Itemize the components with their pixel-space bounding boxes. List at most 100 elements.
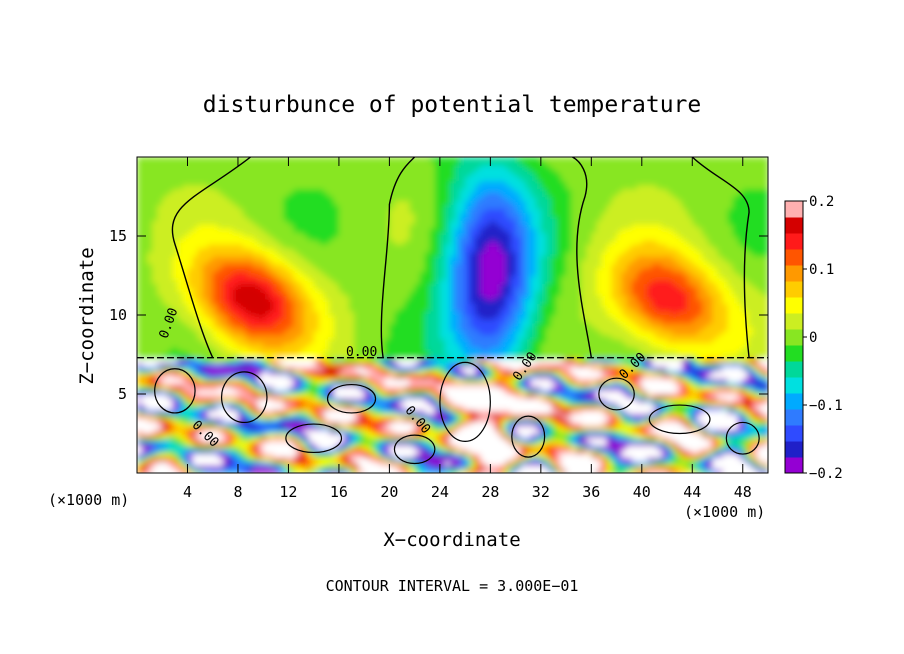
field-cell	[308, 326, 315, 332]
field-cell	[343, 334, 350, 340]
field-cell	[288, 239, 295, 245]
field-cell	[232, 208, 239, 213]
field-cell	[283, 397, 290, 403]
field-cell	[293, 251, 300, 257]
field-cell	[318, 326, 325, 332]
field-cell	[207, 374, 214, 379]
field-cell	[207, 342, 214, 348]
field-cell	[283, 255, 290, 261]
field-cell	[237, 247, 244, 253]
field-cell	[202, 413, 209, 419]
field-cell	[237, 397, 244, 403]
field-cell	[222, 417, 229, 423]
field-cell	[142, 338, 148, 344]
field-cell	[237, 232, 244, 237]
field-cell	[137, 354, 143, 360]
field-cell	[202, 220, 209, 225]
field-cell	[449, 449, 456, 454]
field-cell	[237, 413, 244, 419]
field-cell	[187, 382, 194, 387]
field-cell	[338, 184, 345, 190]
field-cell	[414, 172, 421, 178]
field-cell	[142, 445, 148, 450]
field-cell	[283, 259, 290, 265]
field-cell	[434, 358, 441, 363]
field-cell	[399, 362, 406, 367]
field-cell	[253, 445, 259, 450]
field-cell	[313, 251, 320, 257]
field-cell	[439, 160, 446, 166]
field-cell	[147, 243, 153, 249]
field-cell	[409, 350, 416, 356]
field-cell	[343, 251, 350, 257]
field-cell	[394, 315, 401, 320]
field-cell	[293, 461, 300, 466]
field-cell	[369, 318, 375, 324]
field-cell	[217, 279, 224, 284]
field-cell	[369, 232, 375, 237]
field-cell	[293, 366, 300, 371]
field-cell	[293, 425, 300, 431]
field-cell	[137, 303, 143, 308]
field-cell	[308, 374, 315, 379]
field-cell	[172, 212, 178, 217]
field-cell	[379, 204, 385, 209]
field-cell	[303, 315, 310, 320]
field-cell	[192, 157, 199, 162]
field-cell	[293, 311, 300, 316]
field-cell	[243, 200, 249, 205]
field-cell	[167, 322, 173, 328]
field-cell	[323, 259, 330, 265]
field-cell	[338, 338, 345, 344]
field-cell	[217, 453, 224, 458]
field-cell	[384, 457, 390, 462]
field-cell	[323, 188, 330, 194]
field-cell	[449, 366, 456, 371]
field-cell	[167, 168, 173, 174]
field-cell	[157, 330, 163, 336]
field-cell	[394, 421, 401, 427]
field-cell	[243, 204, 249, 209]
field-cell	[323, 247, 330, 253]
field-cell	[227, 279, 234, 284]
field-cell	[157, 287, 163, 292]
field-cell	[273, 267, 279, 273]
field-cell	[187, 157, 194, 162]
field-cell	[389, 291, 396, 296]
field-cell	[142, 378, 148, 383]
field-cell	[288, 307, 295, 312]
field-cell	[157, 469, 163, 473]
field-cell	[434, 330, 441, 336]
field-cell	[273, 220, 279, 225]
field-cell	[268, 366, 274, 371]
field-cell	[167, 200, 173, 205]
field-cell	[298, 287, 305, 292]
field-cell	[389, 425, 396, 431]
field-cell	[157, 299, 163, 304]
field-cell	[263, 271, 269, 277]
field-cell	[222, 267, 229, 273]
field-cell	[444, 346, 451, 352]
field-cell	[273, 374, 279, 379]
field-cell	[157, 366, 163, 371]
field-cell	[137, 433, 143, 439]
field-cell	[424, 366, 431, 371]
field-cell	[283, 457, 290, 462]
field-cell	[328, 322, 335, 328]
field-cell	[419, 176, 426, 182]
field-cell	[142, 326, 148, 332]
field-cell	[333, 239, 340, 245]
field-cell	[328, 299, 335, 304]
field-cell	[414, 449, 421, 454]
field-cell	[157, 212, 163, 217]
field-cell	[333, 243, 340, 249]
field-cell	[439, 425, 446, 431]
field-cell	[187, 208, 194, 213]
field-cell	[359, 271, 365, 277]
field-cell	[439, 386, 446, 391]
field-cell	[349, 370, 355, 375]
field-cell	[419, 358, 426, 363]
field-cell	[409, 465, 416, 470]
field-cell	[172, 425, 178, 431]
